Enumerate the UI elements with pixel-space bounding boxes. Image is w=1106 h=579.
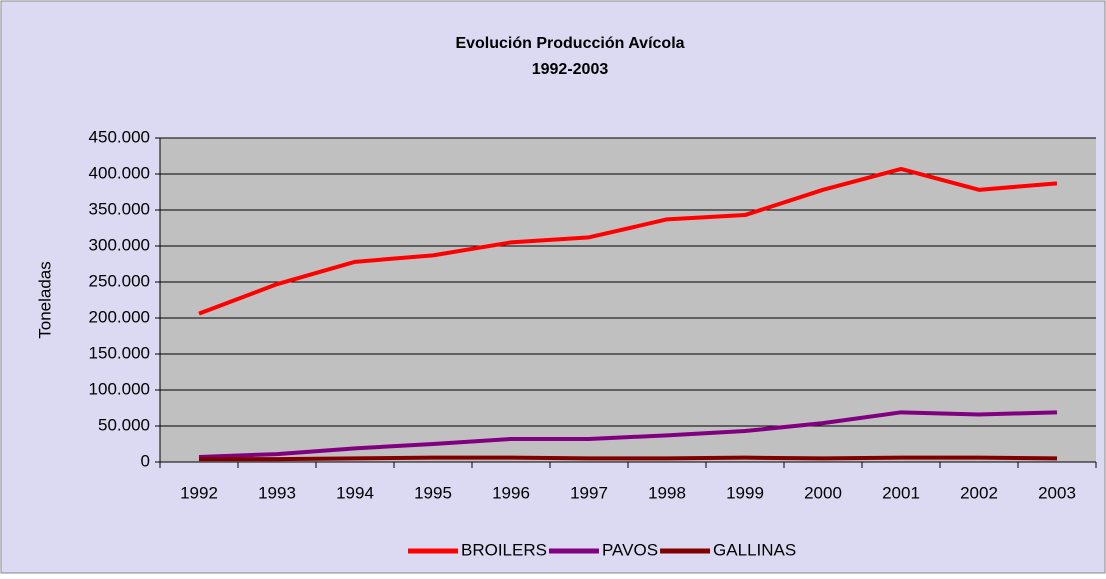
chart-title: Evolución Producción Avícola [455,35,684,52]
y-tick-label: 300.000 [89,235,150,254]
y-tick-label: 450.000 [89,127,150,146]
legend-label: BROILERS [461,540,547,559]
chart-subtitle: 1992-2003 [532,61,609,78]
x-tick-label: 1993 [258,483,296,502]
legend-label: PAVOS [602,540,658,559]
x-tick-label: 1998 [648,483,686,502]
y-axis-label: Toneladas [35,261,54,339]
x-tick-label: 2002 [960,483,998,502]
series-line [198,410,1058,459]
series-line [199,455,1058,462]
x-tick-label: 1995 [414,483,452,502]
x-tick-label: 2001 [882,483,920,502]
legend-label: GALLINAS [713,540,796,559]
y-tick-label: 200.000 [89,307,150,326]
y-tick-label: 150.000 [89,343,150,362]
x-tick-label: 1997 [570,483,608,502]
y-tick-label: 0 [141,451,150,470]
x-tick-label: 2000 [804,483,842,502]
y-tick-label: 50.000 [98,415,150,434]
x-tick-label: 2003 [1038,483,1076,502]
y-tick-label: 250.000 [89,271,150,290]
plot-area [160,138,1096,462]
y-tick-label: 100.000 [89,379,150,398]
x-tick-label: 1992 [180,483,218,502]
x-tick-label: 1996 [492,483,530,502]
x-tick-label: 1994 [336,483,374,502]
y-tick-label: 350.000 [89,199,150,218]
y-tick-label: 400.000 [89,163,150,182]
series-line [198,166,1058,316]
x-tick-label: 1999 [726,483,764,502]
